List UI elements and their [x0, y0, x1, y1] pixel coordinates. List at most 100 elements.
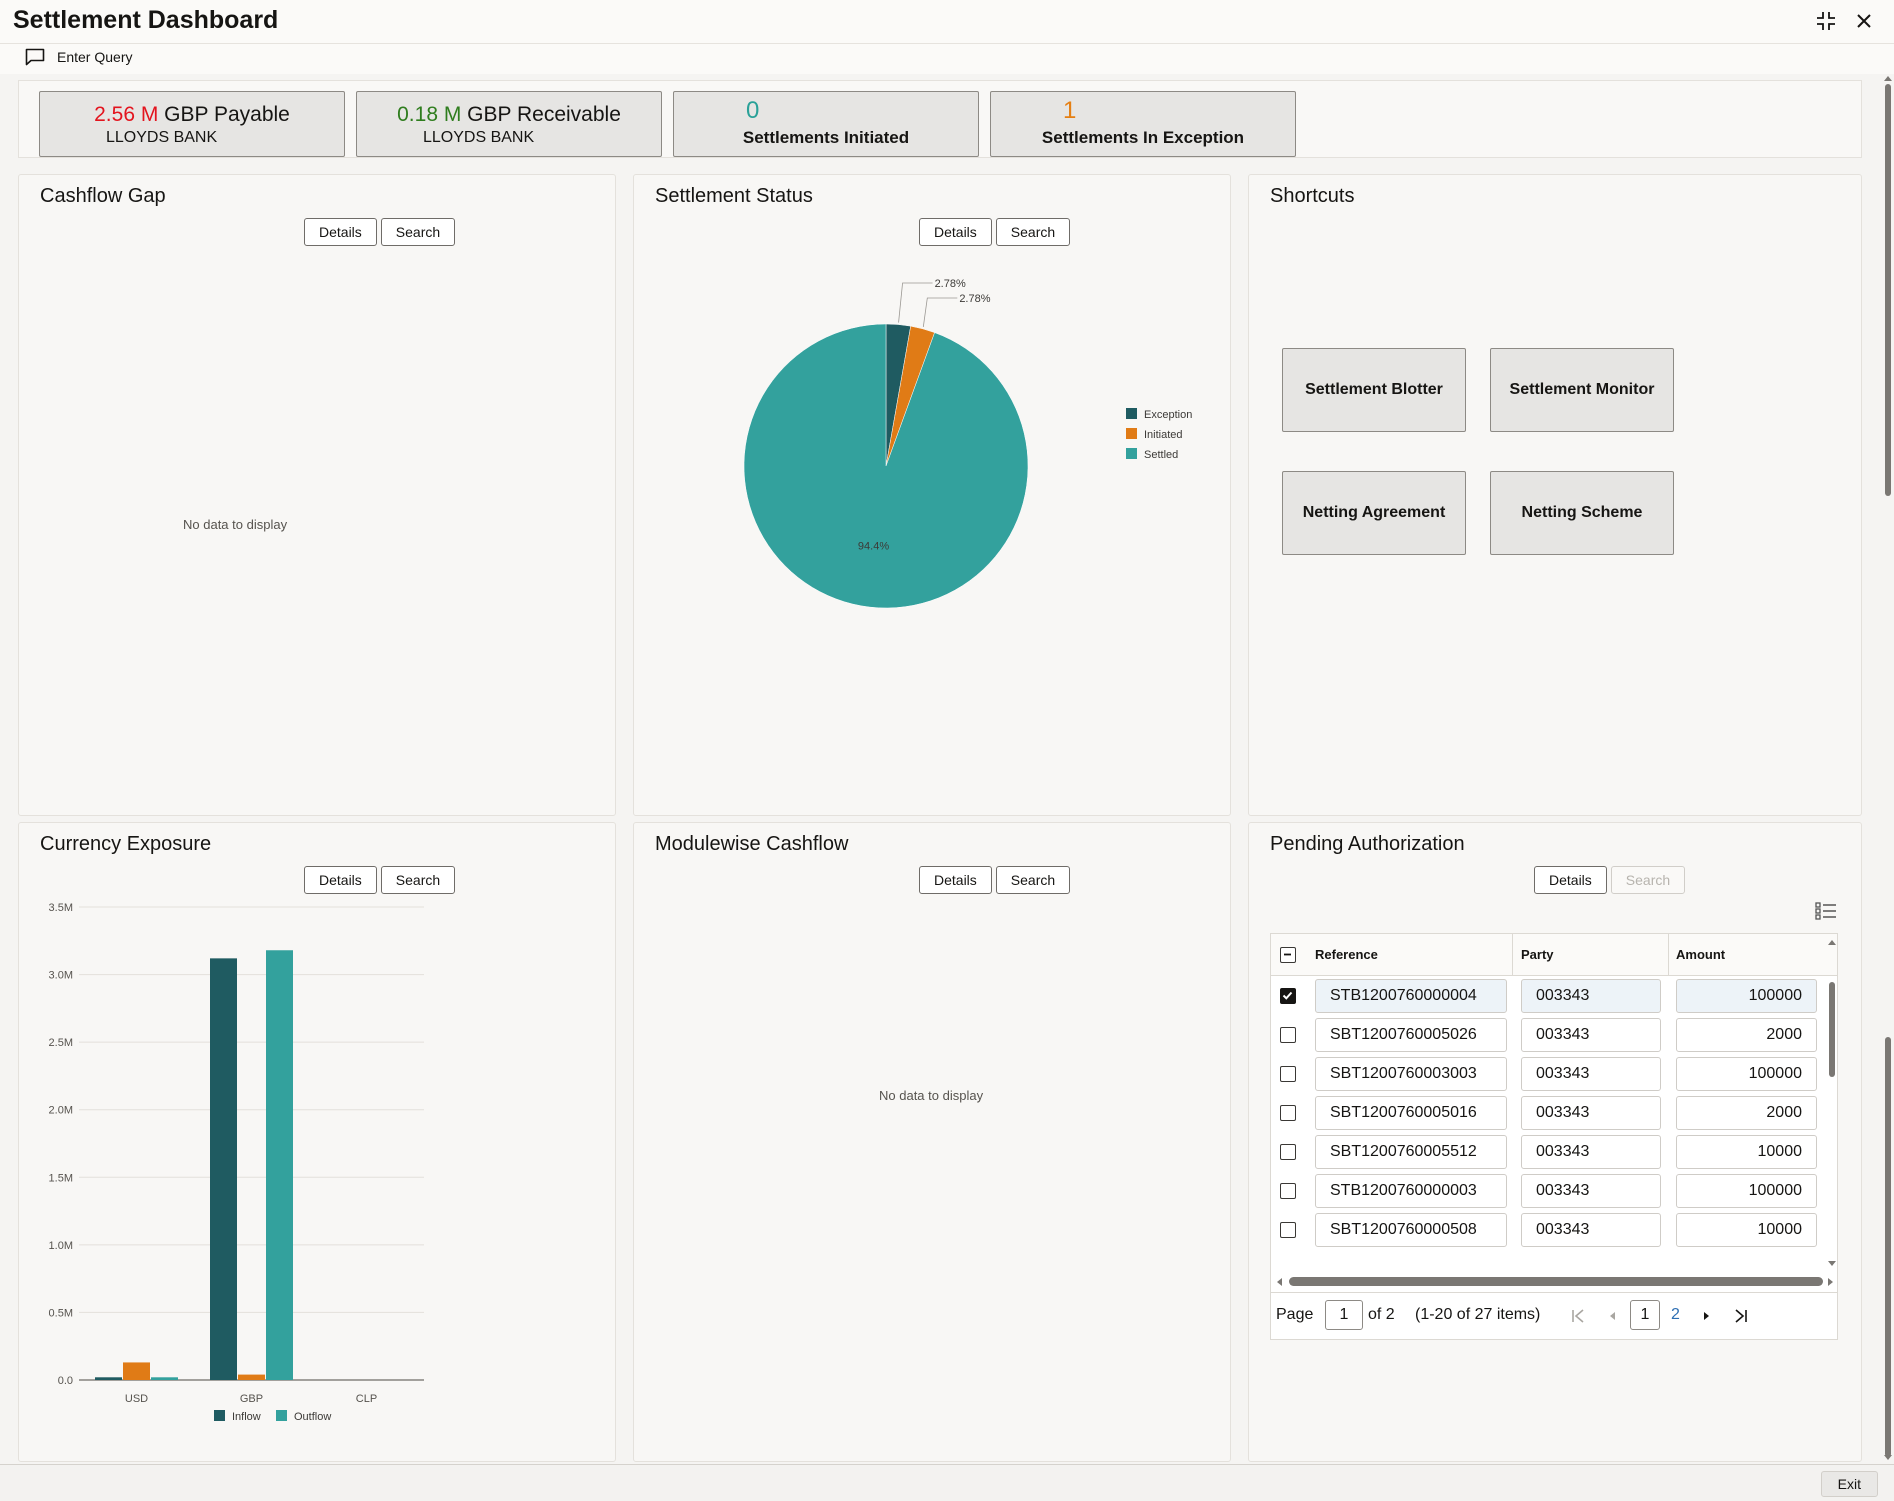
currency-exposure-bar-chart: 0.0 0.5M 1.0M 1.5M 2.0M 2.5M 3.0M 3.5M USD GBP CLP…: [49, 902, 424, 1423]
amount-cell[interactable]: 2000: [1676, 1096, 1817, 1130]
bar-gbp-outflow[interactable]: [266, 950, 293, 1380]
party-cell[interactable]: 003343: [1521, 1018, 1661, 1052]
page-vertical-scrollbar[interactable]: [1884, 74, 1892, 1464]
bar-usd-inflow[interactable]: [95, 1377, 122, 1380]
row-select-checkbox[interactable]: [1280, 1027, 1296, 1043]
enter-query-label: Enter Query: [57, 49, 133, 65]
amount-cell[interactable]: 10000: [1676, 1135, 1817, 1169]
bar-gbp-series1[interactable]: [238, 1374, 265, 1380]
row-select-checkbox[interactable]: [1280, 1066, 1296, 1082]
row-select-checkbox[interactable]: [1280, 988, 1296, 1004]
table-row[interactable]: SBT1200760005026 003343 2000: [1271, 1015, 1837, 1054]
scroll-up-icon[interactable]: [1884, 74, 1892, 82]
netting-scheme-shortcut[interactable]: Netting Scheme: [1490, 471, 1674, 555]
details-button[interactable]: Details: [1534, 866, 1607, 894]
table-row[interactable]: STB1200760000003 003343 100000: [1271, 1171, 1837, 1210]
scroll-down-icon[interactable]: [1827, 1260, 1837, 1268]
row-select-checkbox[interactable]: [1280, 1144, 1296, 1160]
search-button: Search: [1610, 866, 1686, 894]
reference-cell[interactable]: SBT1200760000508: [1315, 1213, 1507, 1247]
search-button[interactable]: Search: [995, 866, 1071, 894]
netting-agreement-shortcut[interactable]: Netting Agreement: [1282, 471, 1466, 555]
party-cell[interactable]: 003343: [1521, 1135, 1661, 1169]
last-page-icon[interactable]: [1733, 1308, 1749, 1324]
table-row[interactable]: SBT1200760005016 003343 2000: [1271, 1093, 1837, 1132]
bar-gbp-inflow[interactable]: [210, 958, 237, 1380]
reference-cell[interactable]: STB1200760000003: [1315, 1174, 1507, 1208]
scroll-left-icon[interactable]: [1275, 1277, 1283, 1287]
settlement-monitor-shortcut[interactable]: Settlement Monitor: [1490, 348, 1674, 432]
party-cell[interactable]: 003343: [1521, 1174, 1661, 1208]
reference-cell[interactable]: SBT1200760005026: [1315, 1018, 1507, 1052]
amount-cell[interactable]: 10000: [1676, 1213, 1817, 1247]
scrollbar-thumb[interactable]: [1885, 84, 1891, 496]
party-cell[interactable]: 003343: [1521, 1057, 1661, 1091]
reference-cell[interactable]: SBT1200760003003: [1315, 1057, 1507, 1091]
table-pagination: Page 1 of 2 (1-20 of 27 items) 1 2: [1270, 1293, 1838, 1340]
page-button-1[interactable]: 1: [1630, 1300, 1660, 1330]
legend-label: Outflow: [294, 1411, 331, 1423]
legend-label: Exception: [1144, 409, 1192, 421]
minimize-icon[interactable]: [1812, 7, 1840, 35]
shortcuts-panel: Shortcuts Settlement Blotter Settlement …: [1248, 174, 1862, 816]
reference-cell[interactable]: SBT1200760005512: [1315, 1135, 1507, 1169]
page-button-2[interactable]: 2: [1671, 1306, 1680, 1323]
reference-cell[interactable]: SBT1200760005016: [1315, 1096, 1507, 1130]
party-cell[interactable]: 003343: [1521, 979, 1661, 1013]
settlement-blotter-shortcut[interactable]: Settlement Blotter: [1282, 348, 1466, 432]
previous-page-icon[interactable]: [1606, 1308, 1618, 1324]
gbp-payable-tile[interactable]: 2.56 M GBP Payable LLOYDS BANK: [39, 91, 345, 157]
footer-bar: Exit: [0, 1464, 1894, 1501]
settlements-exception-tile[interactable]: 1 Settlements In Exception: [990, 91, 1296, 157]
enter-query-button[interactable]: Enter Query: [25, 48, 132, 66]
party-cell[interactable]: 003343: [1521, 1096, 1661, 1130]
details-button[interactable]: Details: [919, 218, 992, 246]
details-button[interactable]: Details: [919, 866, 992, 894]
row-select-checkbox[interactable]: [1280, 1222, 1296, 1238]
column-header-party[interactable]: Party: [1521, 947, 1554, 962]
table-row[interactable]: SBT1200760005512 003343 10000: [1271, 1132, 1837, 1171]
pie-slice-settled[interactable]: [743, 323, 1029, 609]
initiated-count: 0: [746, 97, 760, 124]
gbp-receivable-tile[interactable]: 0.18 M GBP Receivable LLOYDS BANK: [356, 91, 662, 157]
column-header-reference[interactable]: Reference: [1315, 947, 1378, 962]
amount-cell[interactable]: 100000: [1676, 1057, 1817, 1091]
search-button[interactable]: Search: [995, 218, 1071, 246]
row-select-checkbox[interactable]: [1280, 1105, 1296, 1121]
row-select-checkbox[interactable]: [1280, 1183, 1296, 1199]
cashflow-gap-panel: Cashflow Gap Details Search No data to d…: [18, 174, 616, 816]
scrollbar-thumb[interactable]: [1885, 1037, 1891, 1457]
bar-usd-series1[interactable]: [123, 1362, 150, 1380]
first-page-icon[interactable]: [1570, 1308, 1586, 1324]
bar-usd-outflow[interactable]: [151, 1377, 178, 1380]
page-number-input[interactable]: 1: [1325, 1300, 1363, 1330]
panel-actions: Details Search: [919, 866, 1071, 894]
reference-cell[interactable]: STB1200760000004: [1315, 979, 1507, 1013]
close-icon[interactable]: [1850, 7, 1878, 35]
search-button[interactable]: Search: [380, 218, 456, 246]
amount-cell[interactable]: 2000: [1676, 1018, 1817, 1052]
dashboard-content: 2.56 M GBP Payable LLOYDS BANK 0.18 M GB…: [0, 74, 1880, 1464]
next-page-icon[interactable]: [1701, 1308, 1713, 1324]
settlements-initiated-tile[interactable]: 0 Settlements Initiated: [673, 91, 979, 157]
scroll-right-icon[interactable]: [1827, 1277, 1835, 1287]
amount-cell[interactable]: 100000: [1676, 979, 1817, 1013]
column-chooser-icon[interactable]: [1815, 901, 1837, 921]
amount-cell[interactable]: 100000: [1676, 1174, 1817, 1208]
no-data-message: No data to display: [879, 1088, 984, 1103]
table-row[interactable]: SBT1200760000508 003343 10000: [1271, 1210, 1837, 1249]
details-button[interactable]: Details: [304, 866, 377, 894]
scroll-up-icon[interactable]: [1827, 938, 1837, 946]
party-cell[interactable]: 003343: [1521, 1213, 1661, 1247]
select-all-checkbox[interactable]: [1280, 947, 1296, 963]
table-row[interactable]: STB1200760000004 003343 100000: [1271, 976, 1837, 1015]
scroll-down-icon[interactable]: [1884, 1454, 1892, 1462]
page-label: Page: [1276, 1306, 1314, 1323]
table-row[interactable]: SBT1200760003003 003343 100000: [1271, 1054, 1837, 1093]
search-button[interactable]: Search: [380, 866, 456, 894]
exit-button[interactable]: Exit: [1820, 1471, 1878, 1497]
column-header-amount[interactable]: Amount: [1676, 947, 1726, 962]
table-horizontal-scrollbar[interactable]: [1289, 1277, 1823, 1286]
details-button[interactable]: Details: [304, 218, 377, 246]
table-vertical-scrollbar[interactable]: [1829, 982, 1835, 1077]
